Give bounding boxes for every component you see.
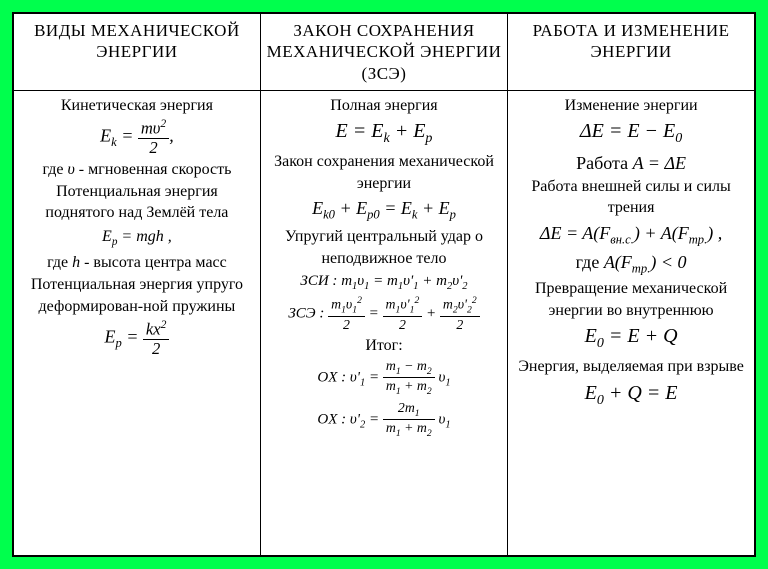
c3-explosion-formula: E0 + Q = E bbox=[514, 380, 748, 411]
header-col2: ЗАКОН СОХРАНЕНИЯ МЕХАНИЧЕСКОЙ ЭНЕРГИИ (З… bbox=[260, 13, 507, 90]
c1-kinetic-title: Кинетическая энергия bbox=[20, 95, 254, 117]
c2-conservation-formula: Ek0 + Ep0 = Ek + Ep bbox=[267, 196, 501, 224]
c1-spring-formula: Ep = kx22 bbox=[20, 319, 254, 358]
header-row: ВИДЫ МЕХАНИЧЕСКОЙ ЭНЕРГИИ ЗАКОН СОХРАНЕН… bbox=[13, 13, 755, 90]
energy-reference-table: ВИДЫ МЕХАНИЧЕСКОЙ ЭНЕРГИИ ЗАКОН СОХРАНЕН… bbox=[12, 12, 756, 557]
header-col3: РАБОТА И ИЗМЕНЕНИЕ ЭНЕРГИИ bbox=[508, 13, 755, 90]
c3-delta-e-formula: ΔE = E − E0 bbox=[514, 118, 748, 149]
cell-col1: Кинетическая энергия Ek = mυ22, где υ - … bbox=[13, 90, 260, 556]
c2-total-formula: E = Ek + Ep bbox=[267, 118, 501, 149]
c3-internal-title: Превращение механической энергии во внут… bbox=[514, 278, 748, 321]
c2-total-title: Полная энергия bbox=[267, 95, 501, 117]
c3-external-title: Работа внешней силы и силы трения bbox=[514, 176, 748, 219]
c2-conservation-title: Закон сохранения механической энергии bbox=[267, 151, 501, 194]
header-col1: ВИДЫ МЕХАНИЧЕСКОЙ ЭНЕРГИИ bbox=[13, 13, 260, 90]
cell-col2: Полная энергия E = Ek + Ep Закон сохране… bbox=[260, 90, 507, 556]
c2-zsi-formula: ЗСИ : m1υ1 = m1υ'1 + m2υ'2 bbox=[267, 271, 501, 294]
c3-explosion-title: Энергия, выделяемая при взрыве bbox=[514, 356, 748, 378]
c3-where-friction: где A(Fтр.) < 0 bbox=[514, 250, 748, 278]
c3-change-title: Изменение энергии bbox=[514, 95, 748, 117]
c1-spring-title: Потенциальная энергия упруго деформирова… bbox=[20, 274, 254, 317]
c1-mgh-formula: Ep = mgh , bbox=[20, 226, 254, 250]
c2-result-title: Итог: bbox=[267, 335, 501, 357]
content-row: Кинетическая энергия Ek = mυ22, где υ - … bbox=[13, 90, 755, 556]
c3-internal-formula: E0 = E + Q bbox=[514, 323, 748, 354]
c1-potential-earth-title: Потенциальная энергия поднятого над Земл… bbox=[20, 181, 254, 224]
c1-where-v: где υ - мгновенная скорость bbox=[20, 159, 254, 181]
c3-external-formula: ΔE = A(Fвн.с.) + A(Fтр.) , bbox=[514, 221, 748, 249]
c3-work-line: Работа A = ΔE bbox=[514, 151, 748, 175]
c1-where-h: где h - высота центра масс bbox=[20, 252, 254, 274]
cell-col3: Изменение энергии ΔE = E − E0 Работа A =… bbox=[508, 90, 755, 556]
c1-kinetic-formula: Ek = mυ22, bbox=[20, 118, 254, 157]
c2-ox1-formula: OX : υ'1 = m1 − m2m1 + m2 υ1 bbox=[267, 358, 501, 398]
c2-collision-title: Упругий центральный удар о неподвижное т… bbox=[267, 226, 501, 269]
c2-ox2-formula: OX : υ'2 = 2m1m1 + m2 υ1 bbox=[267, 400, 501, 440]
c2-zse-formula: ЗСЭ : m1υ122 = m1υ'122 + m2υ'222 bbox=[267, 296, 501, 332]
